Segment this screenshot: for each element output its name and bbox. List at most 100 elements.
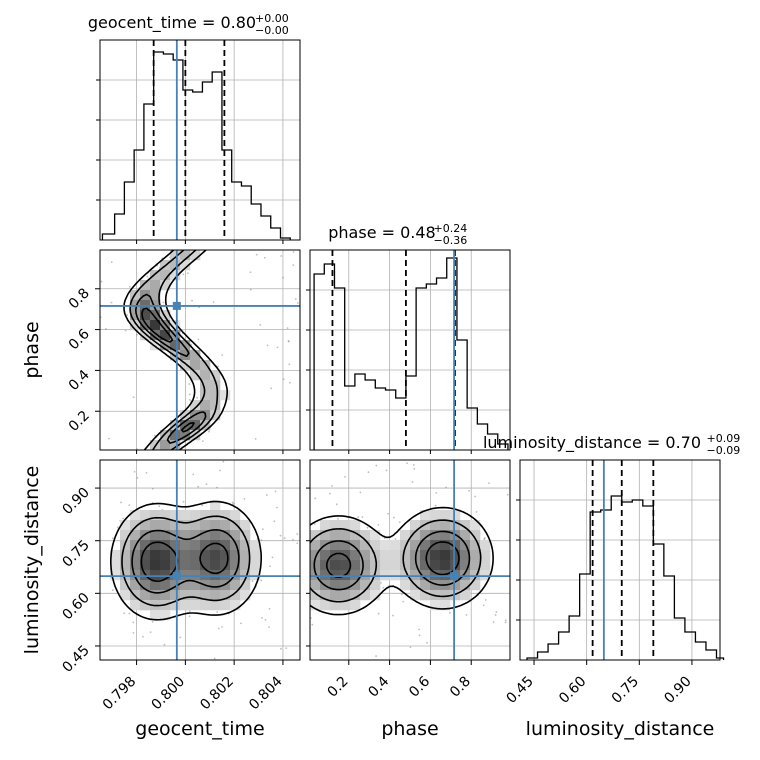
- density-cell: [190, 530, 201, 541]
- sample-point: [124, 329, 127, 332]
- density-cell: [210, 370, 221, 381]
- density-cell: [230, 580, 241, 591]
- density-cell: [190, 590, 201, 601]
- density-cell: [140, 590, 151, 601]
- density-cell: [310, 530, 321, 541]
- density-cell: [380, 550, 391, 561]
- sample-point: [271, 556, 274, 559]
- density-cell: [140, 330, 151, 341]
- density-cell: [150, 540, 161, 551]
- density-cell: [210, 380, 221, 391]
- hist-bar-luminosity-distance: [643, 506, 654, 660]
- density-cell: [440, 510, 451, 521]
- contour-line: [141, 307, 195, 433]
- sample-point: [128, 285, 131, 288]
- y-axis-label-luminosity-distance: luminosity_distance: [21, 466, 43, 655]
- sample-point: [377, 612, 380, 615]
- density-cell: [130, 320, 141, 331]
- density-cell: [320, 600, 331, 611]
- density-cell: [160, 270, 171, 281]
- sample-point: [296, 302, 299, 304]
- x-tick-label: 0.75: [609, 674, 642, 707]
- density-cell: [180, 410, 191, 421]
- density-cell: [340, 520, 351, 531]
- density-cell: [450, 510, 461, 521]
- sample-point: [274, 490, 277, 493]
- density-cell: [150, 320, 161, 331]
- density-cell: [220, 570, 231, 581]
- sample-point: [402, 600, 405, 603]
- hist-bar-geocent-time: [102, 234, 114, 240]
- panel-hist-phase: [306, 250, 510, 450]
- density-cell: [150, 580, 161, 591]
- density-cell: [470, 520, 481, 531]
- density-cell: [480, 570, 491, 581]
- contour-line: [310, 519, 482, 603]
- sample-point: [205, 483, 208, 486]
- sample-point: [122, 517, 125, 520]
- density-cell: [360, 540, 371, 551]
- hist-bar-geocent-time: [241, 186, 251, 240]
- density-cell: [200, 360, 211, 371]
- density-cell: [420, 510, 431, 521]
- density-cell: [170, 430, 181, 441]
- hist-title-minus: −0.36: [434, 234, 468, 247]
- density-cell: [210, 530, 221, 541]
- sample-point: [418, 628, 420, 631]
- panel-frame: [309, 459, 511, 661]
- density-cell: [440, 540, 451, 551]
- density-cell: [120, 570, 131, 581]
- sample-point: [279, 534, 282, 537]
- sample-point: [145, 471, 148, 474]
- density-cell: [160, 520, 171, 531]
- sample-point: [400, 593, 403, 596]
- density-cell: [160, 510, 171, 521]
- sample-point: [188, 383, 191, 385]
- density-cell: [390, 540, 401, 551]
- x-tick-label: 0.8: [447, 674, 474, 701]
- density-cell: [420, 570, 431, 581]
- density-cell: [450, 540, 461, 551]
- density-cell: [470, 540, 481, 551]
- density-cell: [170, 540, 181, 551]
- density-cell: [200, 600, 211, 611]
- density-cell: [110, 550, 121, 561]
- density-cell: [460, 530, 471, 541]
- density-cell: [160, 330, 171, 341]
- density-cell: [180, 550, 191, 561]
- density-cell: [440, 550, 451, 561]
- density-cell: [200, 400, 211, 411]
- hist-bar-luminosity-distance: [653, 544, 664, 660]
- sample-point: [197, 338, 200, 341]
- density-cell: [240, 590, 251, 601]
- sample-point: [263, 256, 266, 259]
- contour-line: [140, 541, 229, 582]
- sample-point: [418, 634, 421, 637]
- density-cell: [200, 550, 211, 561]
- density-cell: [200, 380, 211, 391]
- density-cell: [180, 540, 191, 551]
- sample-point: [232, 502, 235, 505]
- x-tick-label: 0.798: [100, 674, 140, 714]
- sample-point: [504, 621, 507, 624]
- sample-point: [313, 523, 316, 525]
- density-cell: [310, 580, 321, 591]
- density-cell: [140, 320, 151, 331]
- hist-outline-geocent-time: [101, 51, 291, 240]
- density-cell: [180, 430, 191, 441]
- density-cell: [130, 310, 141, 321]
- density-cell: [210, 390, 221, 401]
- sample-point: [329, 492, 331, 495]
- axis-labels: geocent_time = 0.80+0.00−0.00 phase = 0.4…: [21, 12, 740, 740]
- sample-point: [201, 440, 204, 443]
- sample-point: [249, 271, 252, 274]
- sample-point: [251, 580, 254, 583]
- density-cell: [190, 600, 201, 611]
- sample-point: [259, 324, 262, 326]
- sample-point: [382, 586, 385, 589]
- density-cell: [450, 560, 461, 571]
- hist-bar-geocent-time: [173, 60, 183, 240]
- contour-line: [110, 500, 262, 621]
- sample-point: [104, 328, 107, 330]
- density-cell: [170, 590, 181, 601]
